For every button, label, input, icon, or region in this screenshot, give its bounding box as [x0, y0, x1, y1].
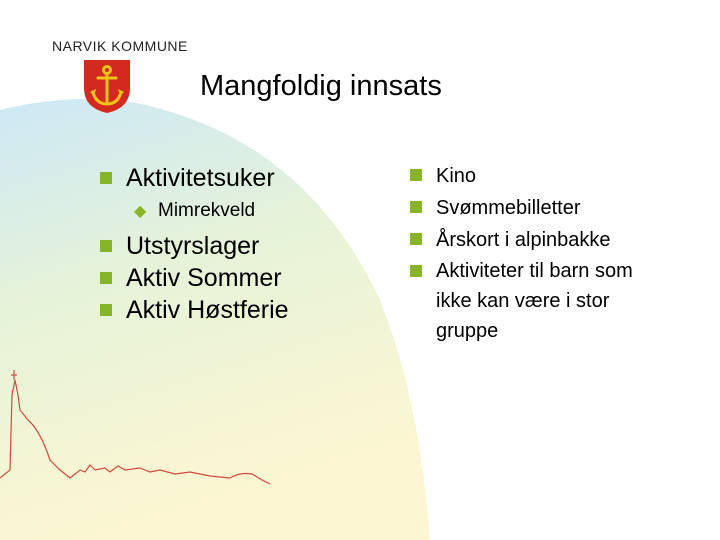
square-bullet-icon	[410, 169, 422, 181]
list-item: Aktiv Sommer	[100, 262, 400, 294]
list-item-label: Årskort i alpinbakke	[436, 229, 611, 251]
list-item-label: Aktivitetsuker	[126, 164, 275, 192]
list-item: Aktiv Høstferie	[100, 294, 400, 326]
list-item-label: Aktiv Høstferie	[126, 296, 289, 324]
list-item-label: Aktiv Sommer	[126, 264, 282, 292]
list-item-label-line: ikke kan være i stor	[436, 290, 610, 312]
square-bullet-icon	[410, 233, 422, 245]
list-item: Utstyrslager	[100, 230, 400, 262]
square-bullet-icon	[410, 265, 422, 277]
background-wave	[0, 98, 430, 540]
list-item-label: Utstyrslager	[126, 232, 260, 260]
list-item-label: Mimrekveld	[158, 200, 256, 221]
list-item-label-line: gruppe	[436, 320, 499, 342]
anchor-crest-icon	[84, 60, 130, 113]
list-item: Aktivitetsuker	[100, 162, 400, 194]
slide-title: Mangfoldig innsats	[200, 70, 442, 102]
square-bullet-icon	[100, 272, 112, 284]
list-item-label-line: Aktiviteter til barn som	[436, 260, 633, 282]
skyline-illustration	[0, 370, 271, 485]
diamond-bullet-icon: ◆	[134, 203, 147, 220]
square-bullet-icon	[410, 201, 422, 213]
square-bullet-icon	[100, 172, 112, 184]
list-item-label: Kino	[436, 165, 477, 187]
list-item: Årskort i alpinbakke	[410, 224, 690, 256]
right-bullet-list: Kino Svømmebilletter Årskort i alpinbakk…	[410, 160, 690, 346]
list-item: ◆ Mimrekveld	[100, 198, 400, 224]
list-item: Kino	[410, 160, 690, 192]
left-bullet-list: Aktivitetsuker ◆ Mimrekveld Utstyrslager…	[100, 162, 400, 326]
list-item: Aktiviteter til barn som ikke kan være i…	[410, 256, 690, 346]
list-item-label: Svømmebilletter	[436, 197, 581, 219]
square-bullet-icon	[100, 304, 112, 316]
square-bullet-icon	[100, 240, 112, 252]
list-item: Svømmebilletter	[410, 192, 690, 224]
organization-name: NARVIK KOMMUNE	[52, 38, 188, 54]
